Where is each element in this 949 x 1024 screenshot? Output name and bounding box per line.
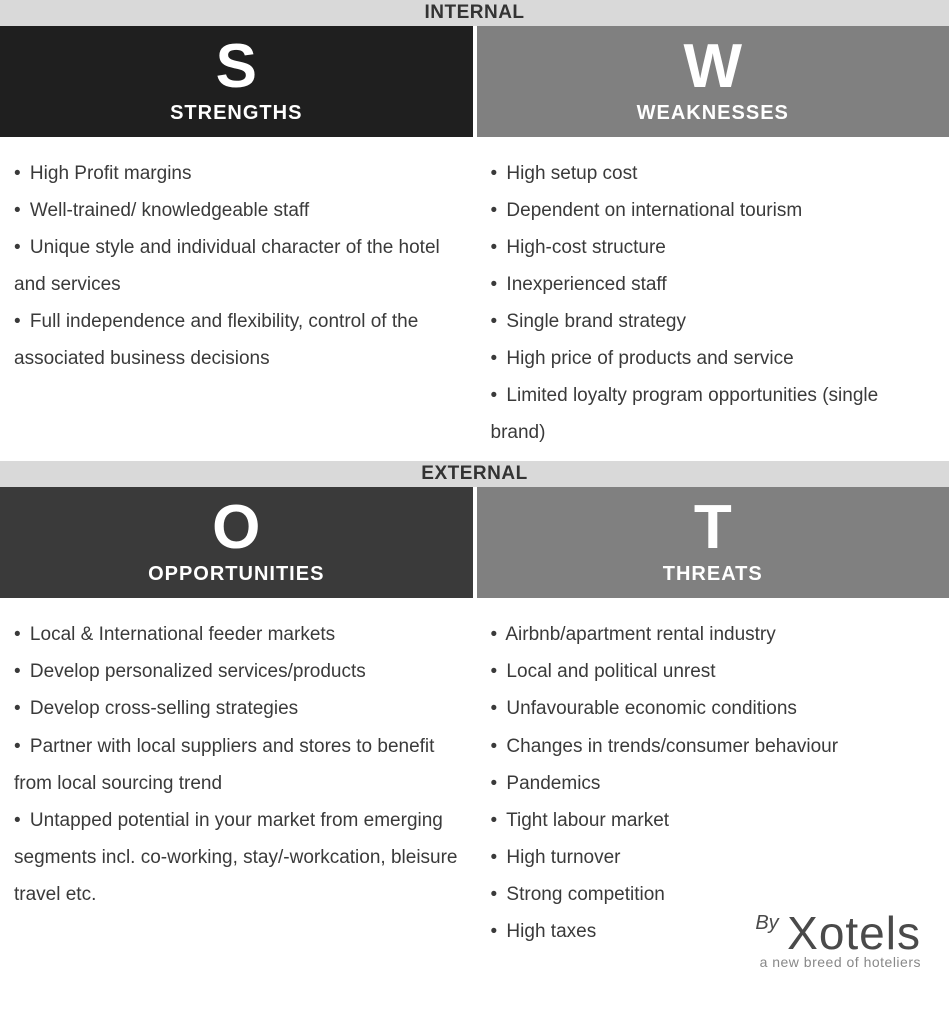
list-item: • Tight labour market [491, 802, 938, 839]
list-item: • Airbnb/apartment rental industry [491, 616, 938, 653]
opportunities-title: OPPORTUNITIES [0, 563, 473, 586]
list-item: • Single brand strategy [491, 303, 938, 340]
footer-brand: Xotels [787, 907, 921, 959]
list-item: • Develop cross-selling strategies [14, 690, 461, 727]
list-item: • Partner with local suppliers and store… [14, 728, 461, 802]
strengths-items: • High Profit margins• Well-trained/ kno… [0, 141, 473, 461]
footer-tagline: a new breed of hoteliers [0, 954, 921, 970]
strengths-letter: S [0, 36, 473, 98]
list-item: • Well-trained/ knowledgeable staff [14, 192, 461, 229]
weaknesses-header: W WEAKNESSES [477, 26, 949, 137]
weaknesses-title: WEAKNESSES [477, 102, 949, 125]
list-item: • High price of products and service [491, 340, 938, 377]
list-item: • High Profit margins [14, 155, 461, 192]
list-item: • Local & International feeder markets [14, 616, 461, 653]
list-item: • Local and political unrest [491, 653, 938, 690]
opportunities-letter: O [0, 497, 473, 559]
list-item: • Unfavourable economic conditions [491, 690, 938, 727]
list-item: • Dependent on international tourism [491, 192, 938, 229]
threats-letter: T [477, 497, 949, 559]
list-item: • Limited loyalty program opportunities … [491, 377, 938, 451]
weaknesses-items: • High setup cost• Dependent on internat… [477, 141, 949, 461]
footer-by: By [755, 912, 778, 934]
list-item: • High-cost structure [491, 229, 938, 266]
section-header-external: EXTERNAL [0, 461, 949, 487]
list-item: • Pandemics [491, 765, 938, 802]
strengths-header: S STRENGTHS [0, 26, 473, 137]
external-grid: O OPPORTUNITIES T THREATS • Local & Inte… [0, 487, 949, 959]
list-item: • Inexperienced staff [491, 266, 938, 303]
list-item: • Develop personalized services/products [14, 653, 461, 690]
internal-grid: S STRENGTHS W WEAKNESSES • High Profit m… [0, 26, 949, 461]
list-item: • High setup cost [491, 155, 938, 192]
list-item: • High turnover [491, 839, 938, 876]
opportunities-header: O OPPORTUNITIES [0, 487, 473, 598]
list-item: • Changes in trends/consumer behaviour [491, 728, 938, 765]
list-item: • Unique style and individual character … [14, 229, 461, 303]
weaknesses-letter: W [477, 36, 949, 98]
list-item: • Untapped potential in your market from… [14, 802, 461, 913]
list-item: • Full independence and flexibility, con… [14, 303, 461, 377]
threats-title: THREATS [477, 563, 949, 586]
threats-header: T THREATS [477, 487, 949, 598]
strengths-title: STRENGTHS [0, 102, 473, 125]
footer: By Xotels a new breed of hoteliers [0, 906, 949, 984]
section-header-internal: INTERNAL [0, 0, 949, 26]
